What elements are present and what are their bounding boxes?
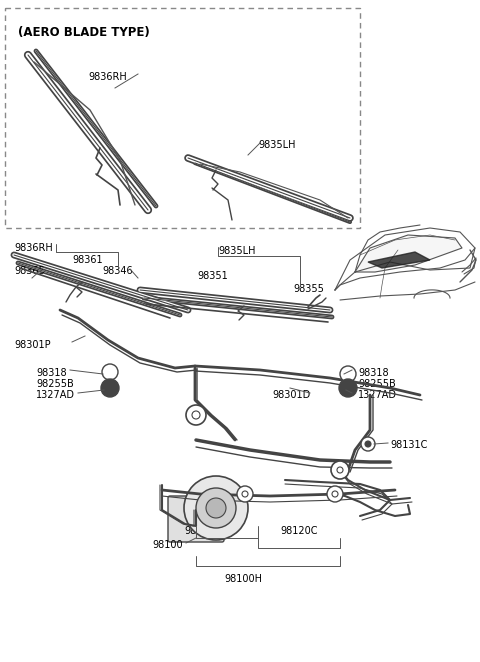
Circle shape [192,411,200,419]
Circle shape [102,364,118,380]
Text: 98100H: 98100H [224,574,262,584]
Polygon shape [368,252,430,268]
Text: 98301D: 98301D [272,390,310,400]
Circle shape [237,486,253,502]
Circle shape [206,498,226,518]
Text: 98361: 98361 [72,255,103,265]
Text: 9835LH: 9835LH [218,246,255,256]
Text: 98351: 98351 [197,271,228,281]
Circle shape [365,441,371,447]
Circle shape [331,461,349,479]
Text: 98318: 98318 [36,368,67,378]
Text: 98131C: 98131C [390,440,427,450]
Text: 98301P: 98301P [14,340,50,350]
Text: 9836RH: 9836RH [14,243,53,253]
Text: 9835LH: 9835LH [258,140,296,150]
Polygon shape [355,235,462,272]
Circle shape [361,437,375,451]
Text: 98100: 98100 [152,540,182,550]
Circle shape [332,491,338,497]
Text: 9836RH: 9836RH [88,72,127,82]
Text: 98318: 98318 [358,368,389,378]
Circle shape [186,405,206,425]
Text: 1327AD: 1327AD [358,390,397,400]
Text: 98255B: 98255B [36,379,74,389]
Circle shape [337,467,343,473]
Text: 98355: 98355 [293,284,324,294]
Text: 1327AD: 1327AD [36,390,75,400]
Circle shape [340,366,356,382]
Text: 98255B: 98255B [358,379,396,389]
Text: 98365: 98365 [14,266,45,276]
Circle shape [101,379,119,397]
Text: (AERO BLADE TYPE): (AERO BLADE TYPE) [18,26,150,39]
Circle shape [327,486,343,502]
Bar [5,8,360,228]
Text: 98160C: 98160C [184,526,221,536]
Text: 98346: 98346 [102,266,132,276]
Circle shape [242,491,248,497]
Circle shape [339,379,357,397]
Text: 98120C: 98120C [280,526,317,536]
FancyBboxPatch shape [168,496,224,542]
Circle shape [184,476,248,540]
Circle shape [196,488,236,528]
